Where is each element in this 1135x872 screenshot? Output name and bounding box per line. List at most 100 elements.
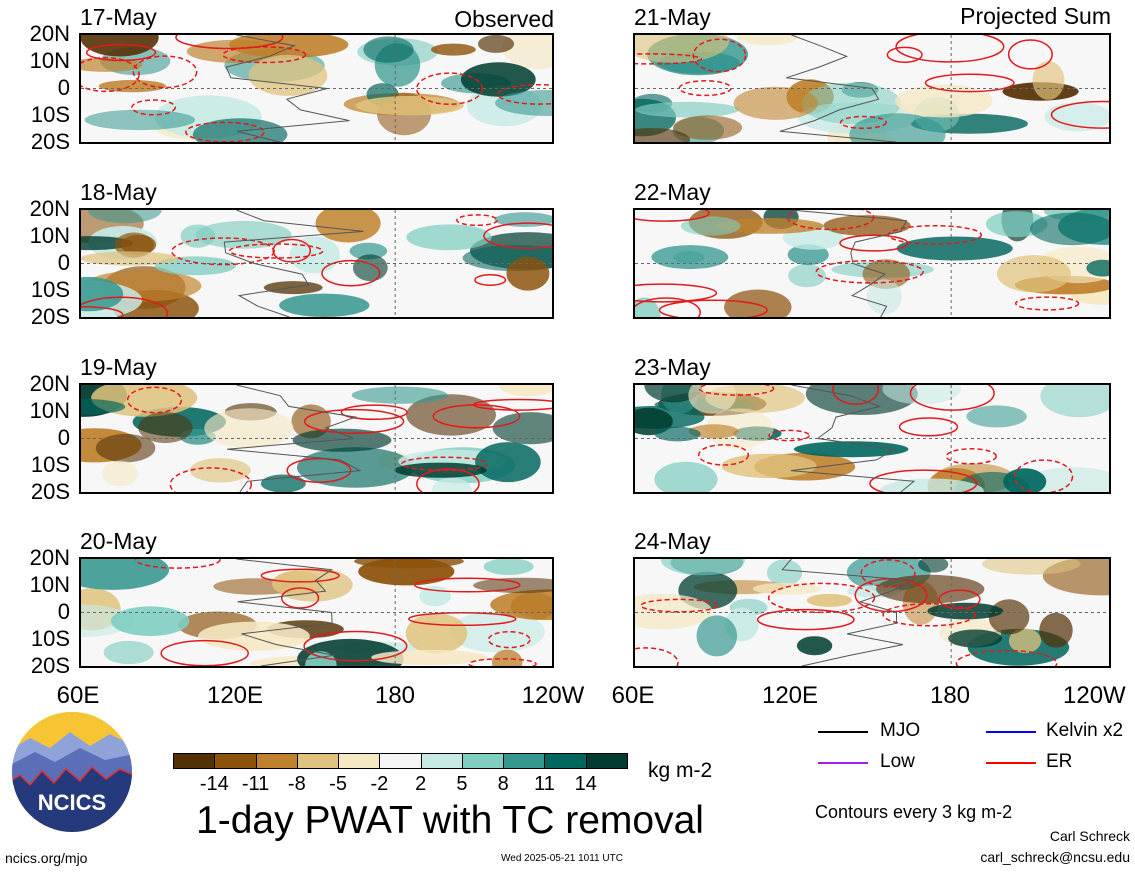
er-contour: [85, 43, 157, 62]
er-contour: [678, 80, 732, 97]
pwat-anomaly-blob: [688, 385, 737, 414]
lat-label: 20N: [29, 196, 70, 221]
pwat-anomaly-blob: [102, 460, 139, 487]
er-contour: [895, 35, 1005, 63]
colorbar-swatch: [173, 753, 216, 769]
author: Carl Schreck: [1049, 828, 1130, 844]
colorbar-tick-label: -8: [287, 773, 306, 795]
er-contour: [432, 404, 521, 429]
lat-label: 0: [57, 75, 70, 100]
panel-date: 24-May: [634, 528, 711, 554]
pwat-anomaly-blob: [180, 224, 216, 248]
pwat-anomaly-blob: [796, 636, 833, 656]
map-panel-observed: [79, 208, 554, 319]
er-contour: [456, 214, 499, 227]
lat-label: 20N: [29, 545, 70, 570]
colorbar-tick-label: 14: [574, 773, 597, 795]
er-contour: [160, 639, 249, 666]
colorbar-swatch: [379, 753, 422, 769]
lat-label: 20N: [29, 21, 70, 46]
lat-label: 10S: [30, 102, 70, 127]
map-panel-observed: [79, 557, 554, 668]
pwat-anomaly-blob: [918, 559, 949, 573]
pwat-anomaly-blob: [654, 461, 718, 492]
pwat-anomaly-blob: [793, 441, 909, 458]
legend-kelvin-line: [986, 731, 1036, 733]
pwat-anomaly-blob: [431, 43, 476, 56]
lon-label: 120E: [206, 682, 264, 709]
pwat-anomaly-blob: [292, 428, 392, 452]
er-contour: [474, 274, 507, 286]
pwat-anomaly-blob: [896, 236, 1013, 261]
er-contour: [635, 53, 703, 65]
pwat-anomaly-blob: [499, 385, 552, 397]
er-contour: [415, 72, 484, 106]
pwat-anomaly-blob: [492, 412, 552, 445]
lat-label: 0: [57, 599, 70, 624]
pwat-anomaly-blob: [721, 453, 817, 479]
colorbar-swatch: [255, 753, 298, 769]
er-contour: [839, 115, 887, 130]
pwat-anomaly-blob: [966, 405, 1027, 428]
er-contour: [898, 417, 959, 437]
map-panel-projected: [633, 208, 1111, 319]
pwat-anomaly-blob: [192, 118, 288, 142]
er-contour: [126, 386, 183, 414]
lon-label: 120E: [761, 682, 819, 709]
er-contour: [924, 73, 1015, 93]
er-contour: [635, 283, 718, 303]
website-link[interactable]: ncics.org/mjo: [5, 850, 88, 866]
er-contour: [340, 404, 408, 421]
colorbar-swatch: [503, 753, 546, 769]
pwat-anomaly-blob: [95, 433, 156, 463]
lat-label: 10N: [29, 223, 70, 248]
legend-low-label: Low: [880, 751, 915, 772]
er-contour: [303, 630, 408, 662]
er-contour: [697, 444, 750, 466]
colorbar-swatch: [585, 753, 628, 769]
coastline: [223, 210, 364, 317]
legend-er-label: ER: [1046, 751, 1073, 772]
er-contour: [869, 469, 978, 492]
pwat-anomaly-blob: [635, 35, 729, 63]
pwat-anomaly-blob: [354, 559, 464, 569]
colorbar-swatch: [544, 753, 587, 769]
colorbar-swatch: [296, 753, 340, 769]
pwat-anomaly-blob: [363, 36, 414, 63]
lat-label: 10N: [29, 572, 70, 597]
email[interactable]: carl_schreck@ncsu.edu: [980, 849, 1130, 865]
er-contour: [756, 608, 855, 631]
colorbar: [173, 753, 628, 771]
pwat-anomaly-blob: [110, 606, 190, 636]
pwat-anomaly-blob: [635, 593, 713, 630]
pwat-anomaly-blob: [103, 640, 154, 665]
colorbar-tick-label: 11: [534, 773, 555, 795]
er-contour: [416, 468, 480, 492]
pwat-anomaly-blob: [490, 589, 552, 620]
er-contour: [185, 121, 265, 142]
er-contour: [131, 99, 177, 116]
panel-date: 18-May: [80, 179, 157, 205]
pwat-anomaly-blob: [866, 279, 902, 315]
pwat-anomaly-blob: [806, 593, 852, 607]
er-contour: [886, 46, 923, 63]
er-contour: [860, 559, 916, 588]
map-panel-projected: [633, 557, 1111, 668]
pwat-anomaly-blob: [260, 474, 306, 492]
pwat-anomaly-blob: [714, 218, 824, 234]
lon-label: 120W: [521, 682, 585, 709]
er-contour: [882, 603, 976, 627]
colorbar-units: kg m-2: [648, 759, 713, 782]
colorbar-tick-label: -2: [370, 773, 389, 795]
er-contour: [815, 259, 924, 284]
colorbar-swatch: [420, 753, 463, 769]
pwat-anomaly-blob: [351, 386, 448, 404]
coastline: [236, 559, 335, 666]
pwat-anomaly-blob: [1003, 468, 1047, 492]
pwat-anomaly-blob: [654, 426, 701, 442]
pwat-anomaly-blob: [688, 424, 739, 439]
pwat-anomaly-blob: [680, 216, 741, 236]
pwat-anomaly-blob: [483, 559, 534, 575]
pwat-anomaly-blob: [114, 232, 154, 258]
legend-er-line: [986, 762, 1036, 764]
